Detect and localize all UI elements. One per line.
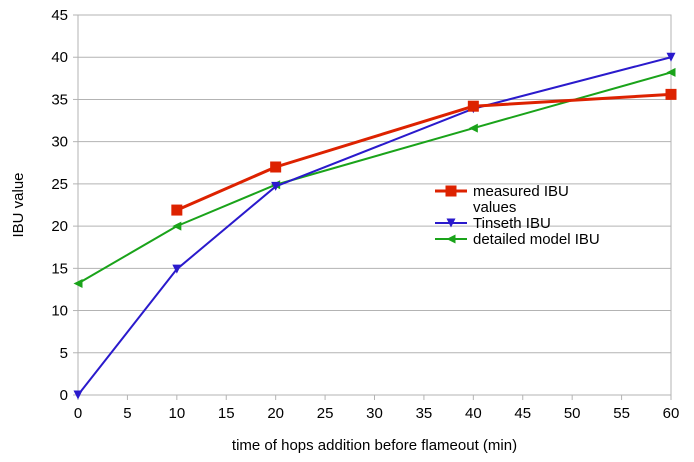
x-tick-label: 55 — [613, 405, 630, 422]
data-point — [666, 52, 676, 62]
legend-marker — [445, 185, 457, 197]
x-tick-label: 40 — [465, 405, 482, 422]
legend-label: detailed model IBU — [473, 231, 600, 248]
y-tick-label: 45 — [51, 7, 68, 24]
legend-entry-1: Tinseth IBU — [435, 215, 551, 232]
x-tick-label: 30 — [366, 405, 383, 422]
series-1 — [73, 52, 676, 400]
y-axis-title: IBU value — [10, 172, 27, 237]
y-tick-label: 35 — [51, 91, 68, 108]
y-tick-label: 10 — [51, 303, 68, 320]
legend-label: measured IBU — [473, 183, 569, 200]
y-tick-label: 20 — [51, 218, 68, 235]
series-line — [77, 71, 672, 285]
data-point — [271, 181, 281, 191]
data-point — [172, 264, 182, 274]
x-tick-label: 15 — [218, 405, 235, 422]
series-0 — [171, 88, 677, 216]
x-tick-label: 10 — [168, 405, 185, 422]
data-point — [172, 221, 182, 231]
data-point — [666, 67, 676, 77]
y-axis-ticks: 0 5 10 15 20 25 30 35 40 45 — [51, 7, 78, 404]
data-point — [270, 161, 282, 173]
legend-marker — [446, 218, 456, 228]
x-axis-title: time of hops addition before flameout (m… — [232, 437, 517, 454]
y-tick-label: 0 — [60, 387, 68, 404]
y-tick-label: 40 — [51, 49, 68, 66]
gridlines — [78, 14, 671, 396]
legend-label: values — [473, 199, 516, 216]
x-tick-label: 45 — [514, 405, 531, 422]
legend-label: Tinseth IBU — [473, 215, 551, 232]
y-tick-label: 15 — [51, 260, 68, 277]
legend-entry-2: detailed model IBU — [435, 231, 600, 248]
y-tick-label: 5 — [60, 345, 68, 362]
x-tick-label: 60 — [663, 405, 680, 422]
x-tick-label: 50 — [564, 405, 581, 422]
x-tick-label: 0 — [74, 405, 82, 422]
data-point — [665, 88, 677, 100]
x-tick-label: 5 — [123, 405, 131, 422]
legend-marker — [446, 234, 456, 244]
plot-area-frame — [77, 14, 672, 396]
y-tick-label: 25 — [51, 176, 68, 193]
series-line — [176, 92, 672, 212]
x-axis-ticks: 0 5 10 15 20 25 30 35 40 45 50 55 60 — [74, 395, 680, 422]
series-layer — [73, 52, 677, 400]
data-point — [467, 100, 479, 112]
data-point — [73, 390, 83, 400]
x-tick-label: 25 — [317, 405, 334, 422]
x-tick-label: 35 — [416, 405, 433, 422]
data-point — [171, 204, 183, 216]
data-point — [73, 279, 83, 289]
x-tick-label: 20 — [267, 405, 284, 422]
y-tick-label: 30 — [51, 134, 68, 151]
data-point — [468, 123, 478, 133]
